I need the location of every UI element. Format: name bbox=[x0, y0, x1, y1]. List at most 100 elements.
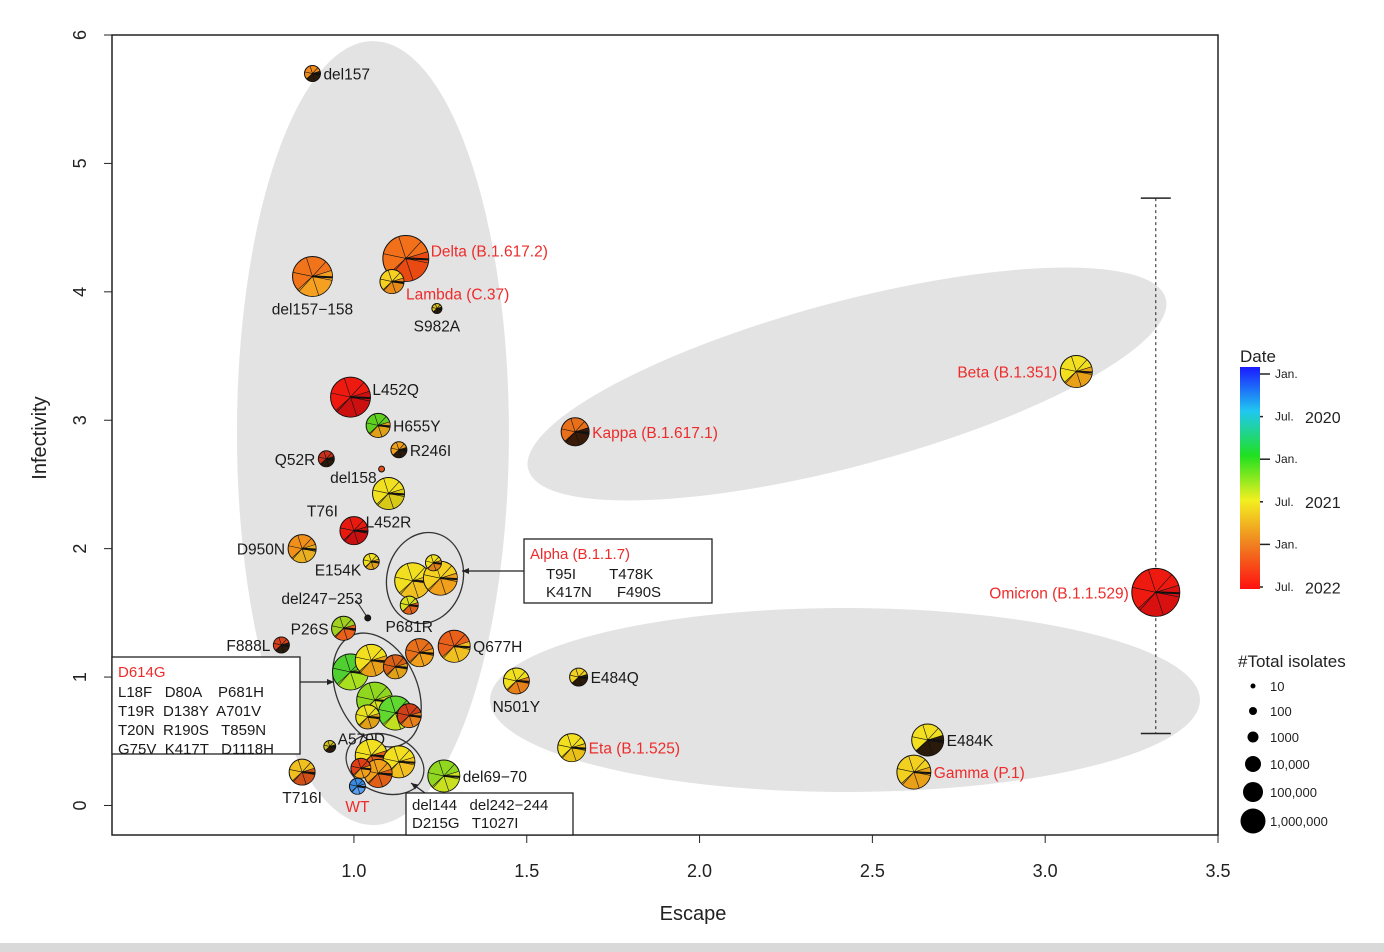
cluster-ellipse-lower-right bbox=[490, 608, 1200, 792]
pie-slice-divider bbox=[343, 627, 356, 631]
pie-slice-divider bbox=[575, 430, 590, 434]
pie-slice-divider bbox=[360, 767, 371, 771]
pie-slice-divider bbox=[388, 493, 394, 509]
pie-slice-divider bbox=[443, 775, 450, 792]
pie-slice-divider bbox=[378, 709, 396, 714]
annotation-line: L18F D80A P681H bbox=[118, 684, 264, 701]
point-label: T76I bbox=[307, 504, 338, 521]
pie-slice-divider bbox=[571, 746, 586, 750]
annotation-title: Alpha (B.1.1.7) bbox=[530, 546, 630, 563]
point-label: del247−253 bbox=[281, 591, 362, 608]
pie-slice-divider bbox=[306, 73, 313, 80]
pie-slice-divider bbox=[400, 580, 413, 595]
pie-slice-divider bbox=[405, 257, 429, 261]
pie-marker bbox=[394, 562, 432, 600]
pie-slice-divider bbox=[357, 785, 366, 789]
point-label: Eta (B.1.525) bbox=[589, 741, 680, 758]
pie-slice-divider bbox=[443, 763, 455, 777]
pie-slice-divider bbox=[357, 758, 362, 769]
pie-slice-divider bbox=[353, 530, 359, 545]
pie-slice-divider bbox=[350, 397, 358, 417]
x-tick-label: 3.5 bbox=[1205, 861, 1230, 881]
pie-slice-divider bbox=[367, 707, 377, 718]
pie-slice-divider bbox=[360, 660, 372, 673]
pie-slice-divider bbox=[353, 768, 362, 776]
pie-slice-divider bbox=[387, 270, 393, 282]
x-tick-label: 2.0 bbox=[687, 861, 712, 881]
pie-slice-divider bbox=[395, 576, 413, 582]
pie-slice-divider bbox=[412, 580, 419, 598]
x-tick-label: 3.0 bbox=[1033, 861, 1058, 881]
pie-slice-divider bbox=[355, 751, 372, 756]
pie-marker bbox=[896, 754, 932, 790]
pie-slice-divider bbox=[1076, 371, 1082, 387]
del144-group-ellipse bbox=[345, 732, 425, 796]
pie-slice-divider bbox=[388, 492, 405, 496]
pie-marker bbox=[379, 269, 405, 295]
point-label: D950N bbox=[237, 542, 285, 559]
pie-slice-divider bbox=[453, 634, 466, 647]
plot-frame bbox=[111, 34, 1219, 836]
size-legend-label: 10 bbox=[1270, 679, 1284, 694]
point-label: del157−158 bbox=[272, 301, 353, 318]
pie-slice-divider bbox=[401, 715, 410, 725]
pie-marker bbox=[303, 65, 321, 82]
pie-slice-divider bbox=[391, 447, 399, 451]
pie-slice-divider bbox=[927, 738, 944, 742]
pie-slice-divider bbox=[298, 276, 313, 292]
pie-slice-divider bbox=[363, 559, 372, 562]
y-tick-label: 1 bbox=[70, 672, 90, 682]
pie-slice-divider bbox=[353, 529, 369, 533]
annotation-box bbox=[523, 538, 713, 604]
annotation-line: T20N R190S T859N bbox=[118, 722, 266, 739]
colorbar-tick-label: Jan. bbox=[1275, 537, 1298, 551]
size-legend-label: 10,000 bbox=[1270, 757, 1310, 772]
pie-slice-divider bbox=[443, 774, 460, 778]
pie-slice-divider bbox=[927, 739, 934, 756]
annotation-line: del144 del242−244 bbox=[412, 797, 548, 814]
pie-slice-divider bbox=[387, 666, 396, 676]
pie-slice-divider bbox=[323, 451, 327, 459]
colorbar-year-label: 2020 bbox=[1305, 410, 1341, 427]
pie-slice-divider bbox=[312, 73, 316, 82]
y-tick-label: 3 bbox=[70, 415, 90, 425]
pie-slice-divider bbox=[335, 628, 344, 638]
colorbar-year-label: 2022 bbox=[1305, 580, 1341, 597]
pie-slice-divider bbox=[292, 548, 303, 560]
point-label: E154K bbox=[315, 562, 362, 579]
pie-slice-divider bbox=[301, 538, 312, 549]
pie-slice-divider bbox=[507, 680, 517, 691]
pie-marker bbox=[437, 629, 471, 663]
pie-slice-divider bbox=[301, 762, 312, 773]
pie-marker bbox=[557, 733, 587, 763]
pie-slice-divider bbox=[377, 416, 387, 426]
pie-slice-divider bbox=[343, 619, 352, 629]
pie-marker bbox=[382, 654, 408, 680]
x-tick-label: 1.0 bbox=[341, 861, 366, 881]
pie-slice-divider bbox=[409, 598, 416, 606]
pie-slice-divider bbox=[312, 67, 319, 74]
arrow-head-icon bbox=[462, 568, 469, 574]
pie-slice-divider bbox=[398, 448, 407, 452]
point-label: Lambda (C.37) bbox=[406, 287, 509, 304]
pie-marker bbox=[348, 777, 366, 795]
pie-slice-divider bbox=[397, 712, 410, 716]
pie-slice-divider bbox=[902, 771, 915, 785]
pie-slice-divider bbox=[572, 676, 579, 684]
pie-marker bbox=[355, 704, 381, 730]
pie-slice-divider bbox=[323, 744, 330, 747]
pie-slice-divider bbox=[405, 258, 414, 281]
pie-slice-divider bbox=[436, 307, 443, 311]
pie-slice-divider bbox=[363, 705, 369, 717]
pie-slice-divider bbox=[578, 676, 588, 680]
pie-slice-divider bbox=[320, 458, 327, 465]
pie-slice-divider bbox=[438, 760, 445, 777]
pie-slice-divider bbox=[350, 396, 371, 400]
pie-slice-divider bbox=[312, 275, 333, 279]
pie-slice-divider bbox=[427, 562, 434, 569]
point-label: del158 bbox=[330, 470, 377, 487]
colorbar-tick-label: Jul. bbox=[1275, 410, 1294, 424]
pie-slice-divider bbox=[415, 639, 420, 653]
pie-slice-divider bbox=[344, 654, 351, 673]
pie-marker bbox=[560, 417, 590, 447]
